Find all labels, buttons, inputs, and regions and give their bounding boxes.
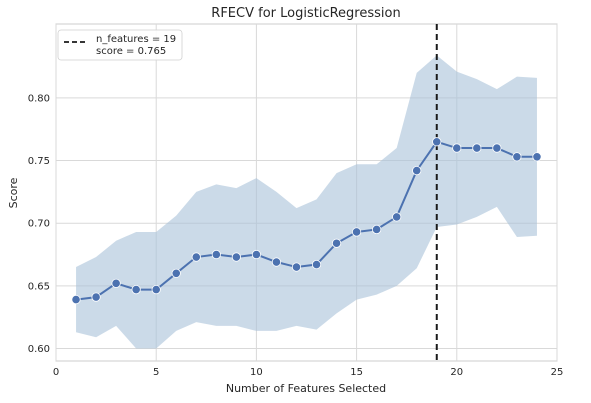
legend: n_features = 19 score = 0.765 [57,29,183,61]
data-point [211,249,221,260]
data-point [512,152,522,162]
y-axis-label: Score [7,177,20,208]
data-point [111,278,121,288]
confidence-band [76,55,537,349]
y-tick-label: 0.80 [28,93,50,104]
tick-labels: 0 5 10 15 20 25 0.60 0.65 0.70 0.75 0.80 [28,93,564,378]
x-tick-label: 20 [450,367,463,378]
data-point [171,268,181,278]
x-tick-label: 10 [250,367,263,378]
data-point [291,262,302,272]
legend-line-1: n_features = 19 [96,34,176,45]
data-point [71,295,81,305]
x-tick-label: 0 [53,367,59,378]
x-tick-label: 15 [350,367,363,378]
data-point [392,212,402,222]
data-point [251,249,261,260]
data-point [131,284,141,295]
data-point [311,259,322,270]
data-point [372,224,382,235]
data-point [151,284,161,295]
y-tick-label: 0.70 [28,219,50,230]
data-point [532,152,542,162]
x-tick-label: 25 [551,367,564,378]
data-point [492,143,502,153]
chart-title: RFECV for LogisticRegression [211,6,400,21]
data-point [452,143,462,153]
x-tick-label: 5 [153,367,159,378]
y-tick-label: 0.75 [28,156,50,167]
data-point [91,292,101,302]
data-point [472,143,482,153]
data-point [271,257,282,267]
data-point [231,252,241,262]
y-tick-label: 0.60 [28,344,50,355]
data-point [191,252,201,262]
legend-line-2: score = 0.765 [96,46,166,57]
points-layer [71,137,542,305]
data-point [331,238,342,248]
x-axis-label: Number of Features Selected [226,382,386,395]
data-point [351,227,362,237]
confidence-band-layer [76,55,537,349]
y-tick-label: 0.65 [28,281,50,292]
data-point [412,165,422,176]
data-point [432,137,442,147]
legend-box [57,29,183,61]
